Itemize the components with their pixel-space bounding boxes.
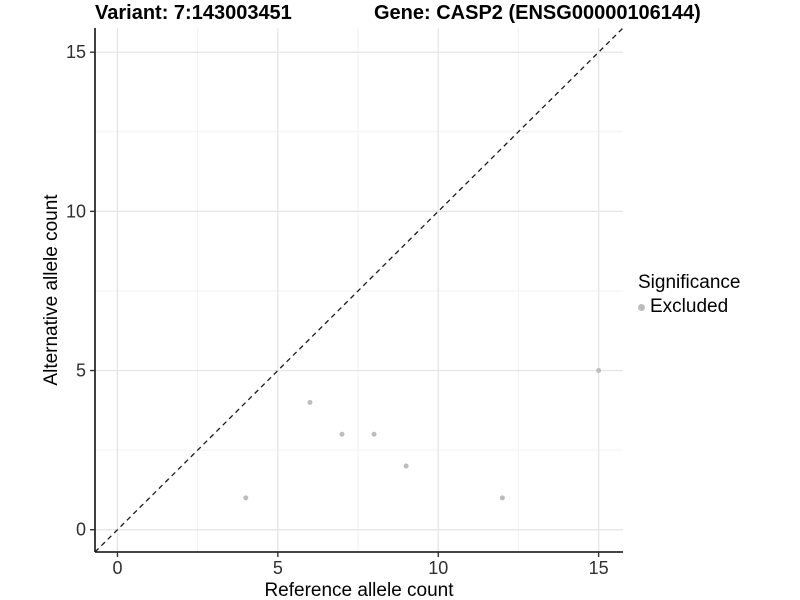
gene-title: Gene: CASP2 (ENSG00000106144) (374, 2, 701, 24)
data-point (499, 495, 505, 501)
x-tick-label: 5 (273, 558, 283, 578)
legend: Significance Excluded (638, 272, 740, 318)
y-tick-label: 15 (66, 42, 86, 62)
y-tick-label: 10 (66, 201, 86, 221)
legend-item-excluded: Excluded (638, 296, 740, 318)
x-tick-label: 0 (112, 558, 122, 578)
x-tick-label: 10 (428, 558, 448, 578)
y-tick-label: 0 (76, 520, 86, 540)
y-axis-title: Alternative allele count (41, 194, 62, 386)
data-point (371, 431, 377, 437)
data-point (339, 431, 345, 437)
legend-item-label: Excluded (650, 296, 729, 317)
data-point (243, 495, 249, 501)
x-tick-label: 15 (589, 558, 609, 578)
legend-title: Significance (638, 272, 741, 293)
y-tick-label: 5 (76, 361, 86, 381)
x-axis-title: Reference allele count (264, 580, 454, 600)
data-point (403, 463, 409, 469)
data-point (596, 368, 602, 374)
legend-point-icon (638, 303, 645, 311)
variant-title: Variant: 7:143003451 (95, 2, 292, 24)
data-point (307, 399, 313, 405)
identity-dashed-line (94, 27, 624, 553)
